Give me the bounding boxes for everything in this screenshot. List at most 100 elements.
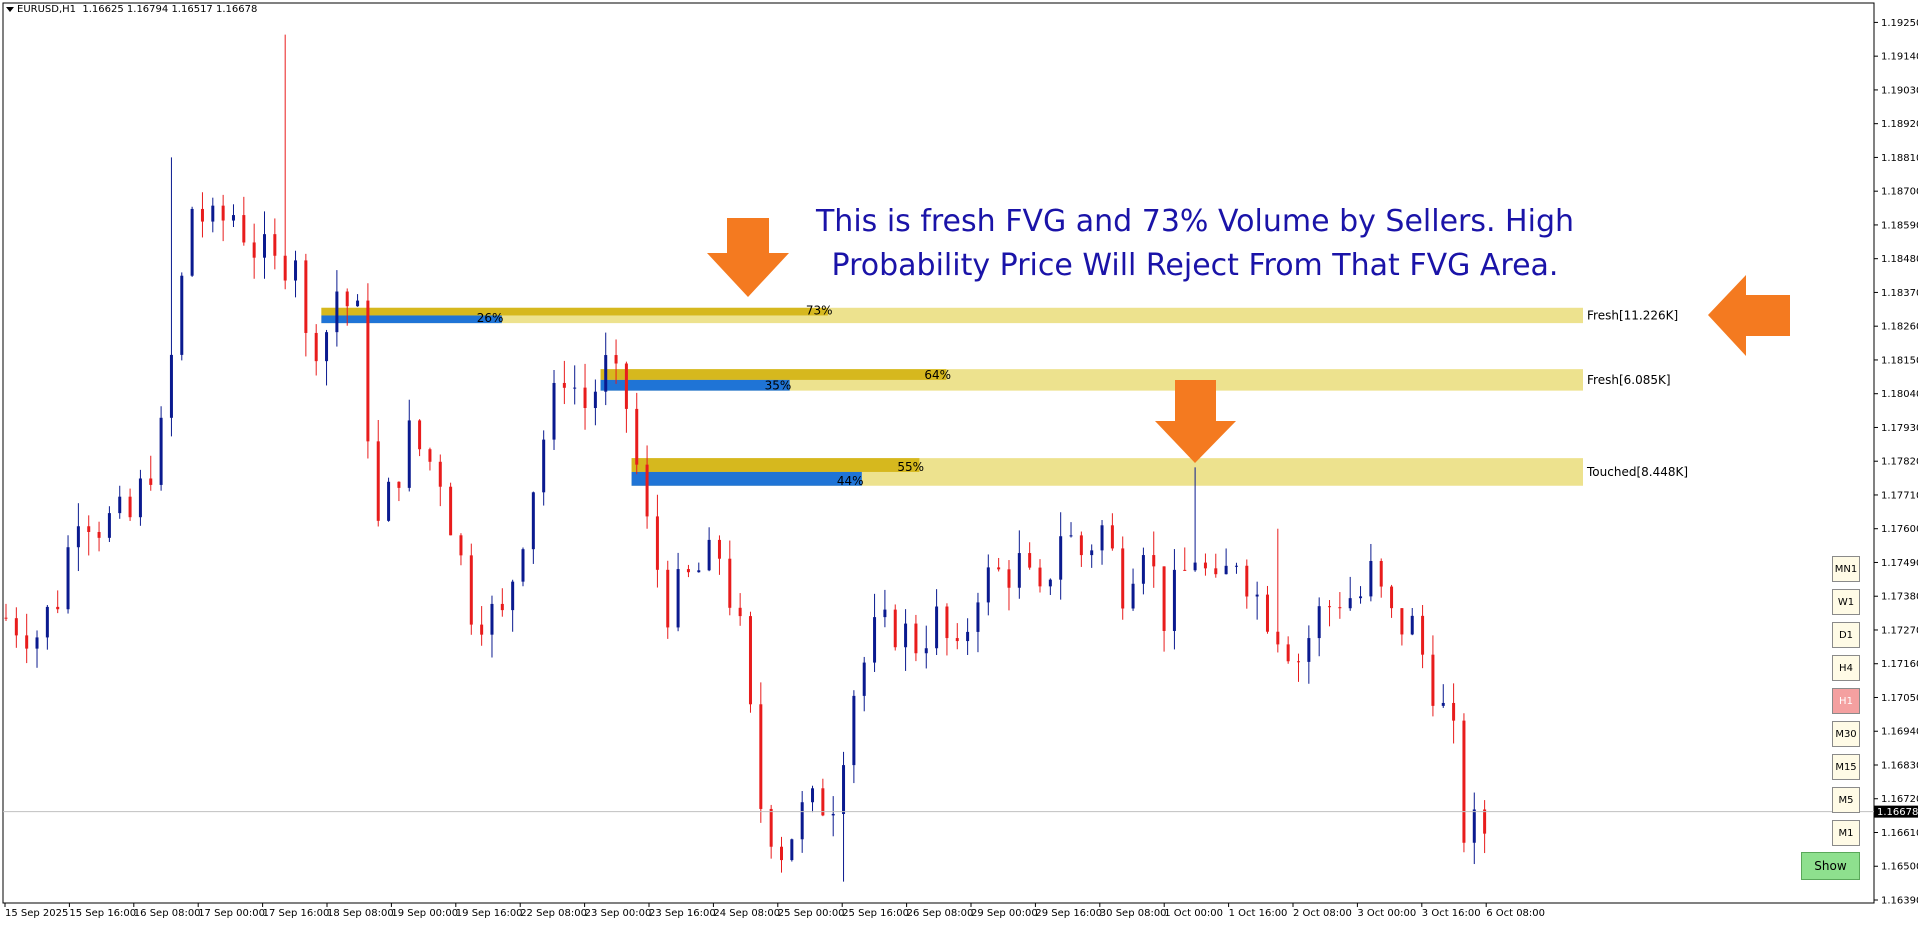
price-tick-label: 1.18810	[1881, 153, 1918, 164]
timeframe-button-w1[interactable]: W1	[1832, 589, 1860, 615]
candles	[4, 34, 1487, 882]
price-tick-label: 1.16390	[1881, 896, 1918, 907]
time-tick-label: 1 Oct 16:00	[1229, 908, 1288, 919]
candle-body	[997, 567, 1001, 570]
timeframe-button-m1[interactable]: M1	[1832, 820, 1860, 846]
buyer-volume-bar	[600, 379, 790, 391]
candle-body	[1431, 654, 1435, 706]
candle-body	[780, 846, 783, 861]
candle-body	[169, 354, 173, 418]
show-button[interactable]: Show	[1801, 852, 1860, 880]
candle-body	[1100, 525, 1104, 551]
timeframe-button-h1[interactable]: H1	[1832, 688, 1860, 714]
candle-body	[966, 631, 970, 642]
candle-body	[45, 606, 49, 638]
candle-body	[883, 609, 887, 618]
fvg-zones: 73% 26% Fresh[11.226K] 64% 35% Fresh[6.085K] 5…	[321, 303, 1688, 488]
candle-body	[97, 531, 101, 538]
candle-body	[593, 391, 597, 409]
annotation-line-2: Probability Price Will Reject From That …	[831, 248, 1559, 283]
price-tick-label: 1.18150	[1881, 355, 1918, 366]
candle-body	[562, 382, 566, 388]
candle-body	[800, 802, 804, 840]
candle-body	[542, 439, 546, 493]
candle-body	[418, 420, 422, 450]
candle-body	[1214, 568, 1218, 575]
dropdown-triangle-icon[interactable]	[6, 6, 14, 12]
candle-body	[821, 788, 825, 816]
seller-volume-bar	[600, 369, 947, 380]
timeframe-button-d1[interactable]: D1	[1832, 622, 1860, 648]
seller-volume-bar	[321, 307, 828, 316]
candle-body	[1203, 562, 1207, 569]
candle-body	[397, 481, 401, 488]
candle-body	[986, 567, 990, 603]
candle-body	[304, 260, 308, 333]
candle-body	[1369, 560, 1373, 597]
time-tick-label: 23 Sep 00:00	[585, 908, 652, 919]
candle-body	[345, 291, 349, 307]
candle-body	[604, 355, 608, 392]
candle-body	[1348, 598, 1352, 609]
candle-body	[149, 478, 153, 485]
candle-body	[490, 603, 494, 635]
annotation-arrows	[707, 218, 1790, 463]
candle-body	[717, 539, 721, 559]
buyer-pct-label: 35%	[765, 379, 792, 393]
time-tick-label: 22 Sep 08:00	[520, 908, 587, 919]
candle-body	[1255, 594, 1259, 597]
candle-body	[4, 617, 8, 619]
candle-body	[635, 408, 639, 465]
candle-body	[428, 449, 432, 462]
candle-body	[1172, 569, 1176, 631]
candle-body	[283, 255, 287, 281]
candle-body	[904, 623, 908, 648]
time-tick-label: 6 Oct 08:00	[1486, 908, 1545, 919]
candle-body	[1276, 631, 1280, 645]
candle-body	[1400, 608, 1404, 635]
candle-body	[263, 234, 266, 258]
candle-body	[573, 387, 577, 389]
candle-body	[1048, 579, 1052, 587]
candle-body	[128, 496, 132, 518]
arrow-down-icon	[1155, 380, 1236, 463]
candle-body	[1359, 596, 1363, 599]
timeframe-button-m5[interactable]: M5	[1832, 787, 1860, 813]
candle-body	[1131, 583, 1135, 609]
candle-body	[1245, 565, 1249, 597]
candle-body	[190, 208, 194, 276]
current-price-label: 1.16678	[1877, 807, 1918, 818]
candle-body	[1162, 566, 1166, 631]
candle-body	[387, 481, 391, 521]
candle-body	[1152, 555, 1156, 567]
candle-body	[1483, 809, 1487, 834]
candle-body	[449, 486, 453, 536]
candle-body	[438, 461, 442, 487]
timeframe-button-m15[interactable]: M15	[1832, 754, 1860, 780]
candle-body	[552, 382, 556, 440]
time-tick-label: 24 Sep 08:00	[713, 908, 780, 919]
candle-body	[25, 635, 29, 649]
price-tick-label: 1.18260	[1881, 322, 1918, 333]
candle-body	[1452, 702, 1456, 721]
time-tick-label: 26 Sep 08:00	[907, 908, 974, 919]
timeframe-button-m30[interactable]: M30	[1832, 721, 1860, 747]
chart-frame	[2, 2, 1875, 904]
seller-pct-label: 73%	[806, 303, 833, 317]
candle-body	[976, 602, 980, 632]
time-tick-label: 29 Sep 16:00	[1035, 908, 1102, 919]
candle-body	[748, 616, 752, 705]
candle-body	[759, 704, 763, 809]
candle-body	[1090, 550, 1094, 556]
price-tick-label: 1.17380	[1881, 592, 1918, 603]
price-tick-label: 1.17490	[1881, 558, 1918, 569]
price-tick-label: 1.18920	[1881, 119, 1918, 130]
price-tick-label: 1.17050	[1881, 693, 1918, 704]
timeframe-button-mn1[interactable]: MN1	[1832, 556, 1860, 582]
candle-body	[655, 516, 659, 570]
candle-body	[325, 332, 329, 362]
candle-body	[1110, 525, 1114, 549]
timeframe-button-h4[interactable]: H4	[1832, 655, 1860, 681]
price-tick-label: 1.18480	[1881, 254, 1918, 265]
